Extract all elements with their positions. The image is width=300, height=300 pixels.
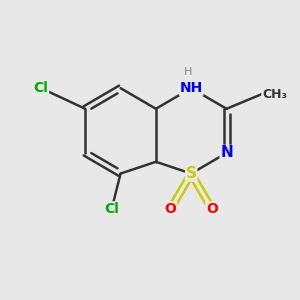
Text: Cl: Cl [104, 202, 119, 216]
Text: O: O [165, 202, 176, 216]
Text: N: N [220, 146, 233, 160]
Text: H: H [184, 67, 193, 77]
Text: NH: NH [180, 81, 203, 95]
Text: Cl: Cl [34, 81, 49, 95]
Text: S: S [186, 166, 197, 181]
Text: O: O [206, 202, 218, 216]
Text: CH₃: CH₃ [262, 88, 287, 100]
